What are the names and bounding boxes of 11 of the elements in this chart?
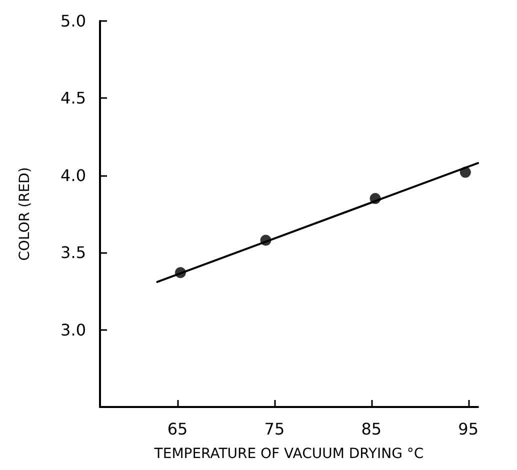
x-tick-label: 95: [458, 420, 478, 438]
y-tick-label: 4.5: [60, 88, 86, 108]
y-tick-label: 4.0: [60, 166, 86, 185]
x-tick-label: 75: [264, 420, 285, 438]
x-axis-title: TEMPERATURE OF VACUUM DRYING °C: [153, 446, 424, 462]
y-tick-label: 5.0: [60, 12, 86, 30]
y-tick-label: 3.0: [60, 320, 86, 340]
x-tick-label: 65: [167, 420, 188, 438]
x-tick-label: 85: [361, 420, 382, 438]
y-axis-title: COLOR (RED): [17, 167, 33, 261]
y-tick-label: 3.5: [60, 243, 86, 262]
